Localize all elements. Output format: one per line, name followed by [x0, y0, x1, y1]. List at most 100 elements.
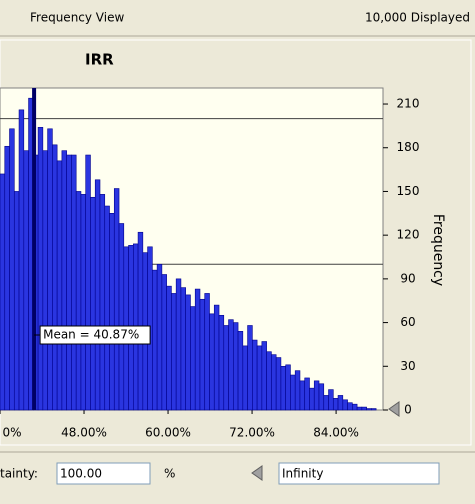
mean-label: Mean = 40.87%: [43, 328, 139, 342]
bar: [294, 370, 301, 411]
y-tick-label: 0: [404, 403, 412, 417]
bar: [71, 154, 77, 411]
bar: [23, 150, 29, 411]
range-grabber[interactable]: [388, 401, 400, 417]
bar: [9, 128, 15, 411]
bar: [137, 231, 144, 411]
certainty-value: 100.00: [60, 467, 102, 481]
bar: [237, 331, 244, 411]
bar: [280, 365, 286, 411]
y-tick-label: 120: [397, 228, 420, 242]
y-tick-label: 30: [400, 359, 415, 373]
bar: [371, 408, 377, 411]
x-tick-label: 0%: [2, 426, 21, 440]
bar: [180, 287, 186, 411]
bar: [4, 145, 10, 411]
bar: [99, 194, 106, 411]
bar: [361, 406, 367, 411]
bar: [204, 293, 210, 411]
displayed-count: 10,000 Displayed: [365, 11, 470, 25]
bar: [152, 269, 158, 411]
bar: [0, 173, 6, 411]
bar: [85, 154, 91, 411]
bar: [347, 402, 353, 411]
y-tick-label: 90: [400, 271, 415, 285]
bar: [323, 395, 329, 411]
bar: [18, 109, 25, 411]
bar: [252, 339, 258, 411]
bar: [47, 128, 53, 411]
bar: [166, 285, 172, 411]
bar: [209, 313, 215, 411]
header-bar: [0, 0, 475, 36]
bar: [318, 383, 325, 411]
bar: [109, 213, 115, 411]
y-tick-label: 210: [397, 97, 420, 111]
bar: [52, 144, 58, 411]
bar: [104, 205, 110, 411]
bar: [342, 399, 348, 411]
bar: [313, 380, 320, 411]
upper-grabber[interactable]: [251, 465, 263, 481]
certainty-label: tainty:: [0, 467, 38, 481]
bar: [256, 345, 263, 411]
bar: [80, 194, 87, 411]
bar: [66, 154, 72, 411]
x-tick-label: 48.00%: [61, 426, 107, 440]
y-tick-label: 180: [397, 140, 420, 154]
bar: [304, 377, 310, 411]
bar: [275, 357, 282, 411]
bar: [90, 196, 96, 411]
y-axis-label: Frequency: [430, 214, 446, 286]
bar: [218, 314, 225, 411]
bar: [118, 223, 125, 411]
bar: [156, 263, 163, 411]
plot: 0 30 60 90 120 150 180 210 0% 48.00% 60.00% 72.00% 8…: [0, 88, 419, 440]
upper-value: Infinity: [282, 467, 323, 481]
bar: [56, 160, 63, 411]
bar: [199, 298, 206, 411]
bar: [42, 150, 48, 411]
bar: [247, 325, 253, 411]
bar: [233, 322, 239, 411]
unit-label: %: [164, 467, 175, 481]
bar: [228, 319, 234, 411]
bar: [271, 354, 277, 411]
bar: [37, 127, 44, 411]
bar: [352, 403, 358, 411]
bar: [266, 351, 272, 411]
bar: [356, 406, 363, 411]
x-tick-label: 60.00%: [145, 426, 191, 440]
certainty-input[interactable]: [56, 462, 151, 485]
bar: [328, 389, 334, 411]
bar: [161, 274, 167, 411]
bar: [113, 188, 120, 411]
bar: [309, 387, 315, 411]
bar: [61, 150, 67, 411]
bar: [299, 380, 306, 411]
bar: [242, 345, 248, 411]
bar: [261, 341, 267, 411]
bar: [366, 408, 372, 411]
bar: [223, 325, 229, 411]
bar: [290, 374, 296, 411]
bar: [190, 306, 196, 411]
chart-title: IRR: [85, 51, 114, 69]
bar: [285, 364, 291, 411]
bar: [337, 395, 344, 411]
x-tick-label: 72.00%: [229, 426, 275, 440]
bar: [13, 191, 20, 411]
bar: [171, 293, 177, 411]
bar: [175, 278, 182, 411]
view-title: Frequency View: [30, 11, 124, 25]
bar: [213, 304, 220, 411]
bar: [185, 294, 191, 411]
bar: [194, 288, 201, 411]
y-tick-label: 150: [397, 184, 420, 198]
upper-input[interactable]: [278, 462, 440, 485]
x-tick-label: 84.00%: [313, 426, 359, 440]
y-tick-label: 60: [400, 315, 415, 329]
bar: [75, 191, 82, 411]
